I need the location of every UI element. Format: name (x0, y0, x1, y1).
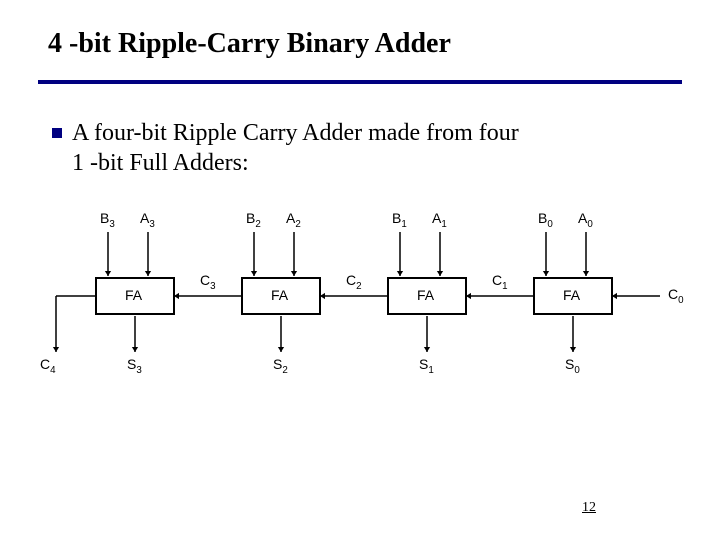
fa-label0: FA (125, 287, 142, 303)
ripple-carry-diagram (0, 0, 720, 540)
carry-c1: C1 (492, 272, 508, 292)
output-s2: S1 (419, 356, 434, 376)
output-s1: S2 (273, 356, 288, 376)
carry-out: C4 (40, 356, 56, 376)
input-b3: B0 (538, 210, 553, 230)
input-a3: A0 (578, 210, 593, 230)
input-b1: B2 (246, 210, 261, 230)
carry-c3: C3 (200, 272, 216, 292)
output-s3: S0 (565, 356, 580, 376)
input-b2: B1 (392, 210, 407, 230)
carry-c2: C2 (346, 272, 362, 292)
page-number: 12 (582, 500, 596, 516)
output-s0: S3 (127, 356, 142, 376)
input-a0: A3 (140, 210, 155, 230)
carry-in: C0 (668, 286, 684, 306)
fa-label1: FA (271, 287, 288, 303)
input-b0: B3 (100, 210, 115, 230)
fa-label3: FA (563, 287, 580, 303)
fa-label2: FA (417, 287, 434, 303)
input-a2: A1 (432, 210, 447, 230)
input-a1: A2 (286, 210, 301, 230)
